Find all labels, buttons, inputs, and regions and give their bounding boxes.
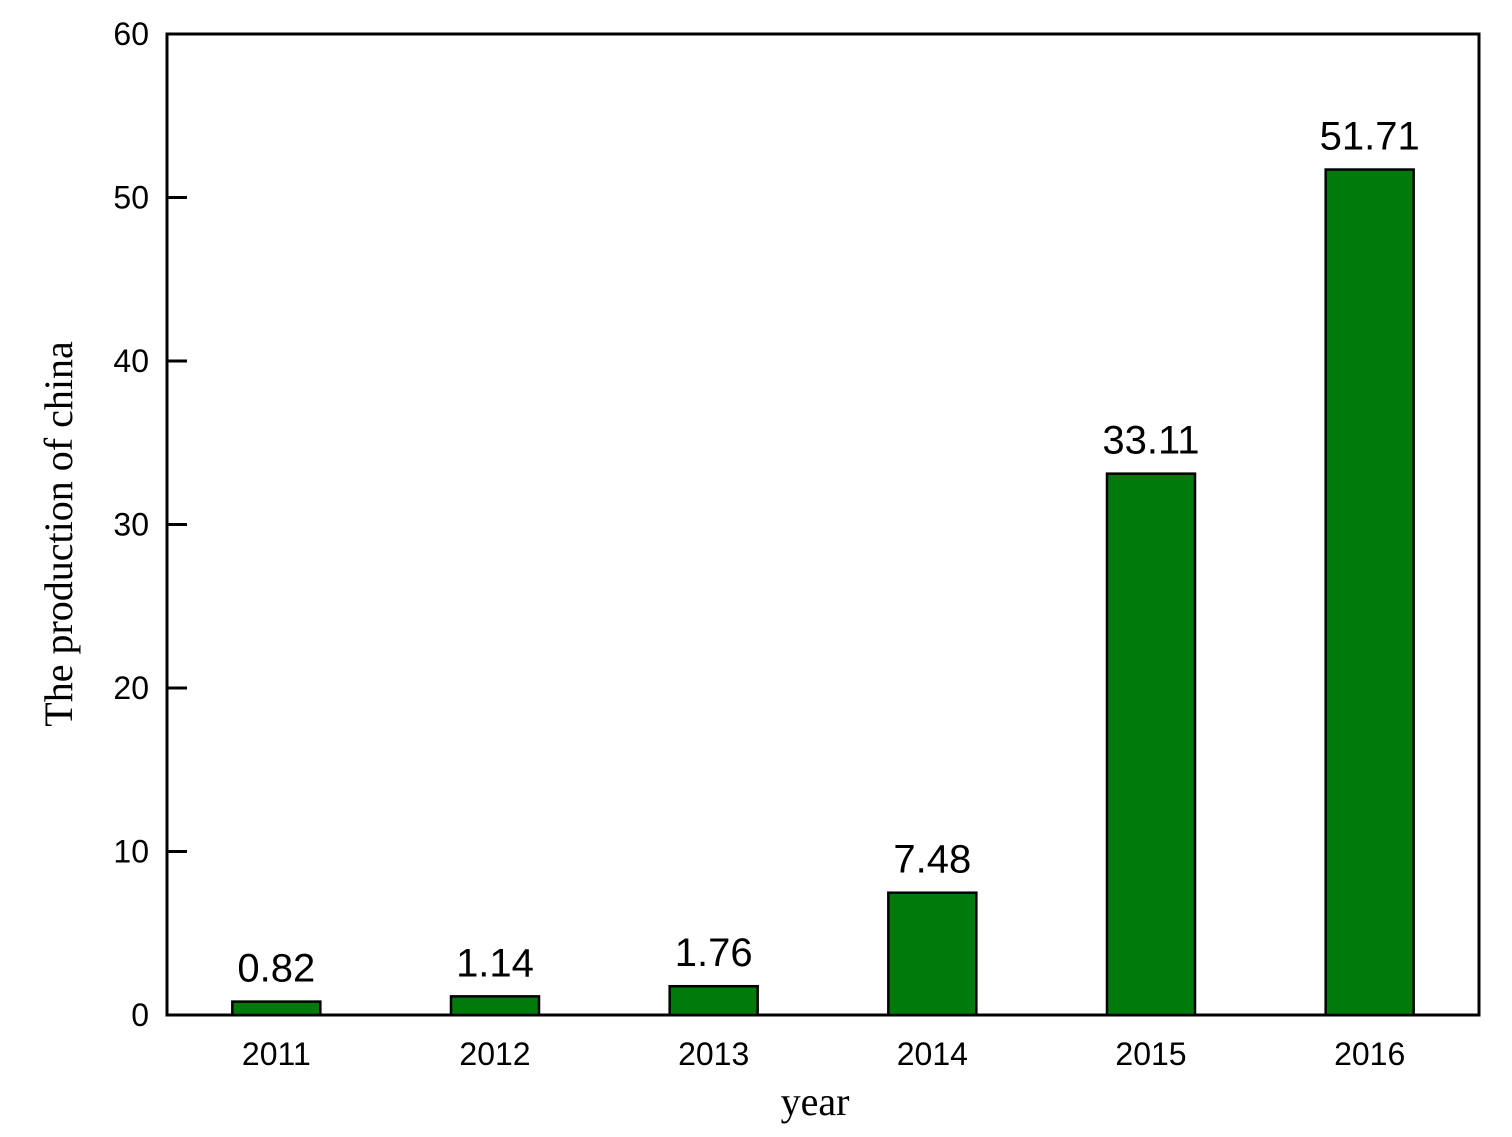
data-label-2014: 7.48	[893, 838, 971, 882]
x-tick-label: 2016	[1334, 1036, 1405, 1072]
y-tick-label: 10	[113, 834, 149, 870]
x-tick-label: 2012	[459, 1036, 530, 1072]
y-axis-ticks: 0 10 20 30 40 50 60	[113, 16, 187, 1033]
x-tick-label: 2011	[242, 1036, 311, 1072]
data-label-2016: 51.71	[1320, 115, 1420, 159]
bar-2016	[1324, 168, 1415, 1017]
x-axis-ticks: 2011 2012 2013 2014 2015 2016	[242, 1036, 1405, 1072]
data-label-2012: 1.14	[456, 941, 534, 985]
y-tick-label: 20	[113, 670, 149, 706]
data-label-2013: 1.76	[675, 931, 753, 975]
bar-2012	[449, 995, 541, 1017]
x-tick-label: 2014	[897, 1036, 968, 1072]
bar-2013	[668, 984, 759, 1017]
x-tick-label: 2013	[678, 1036, 749, 1072]
plot-frame	[165, 32, 1481, 1017]
bar-2015	[1105, 472, 1197, 1017]
bars: 0.82 1.14 1.76 7.48 33.11 51.71	[231, 115, 1420, 1017]
y-tick-label: 60	[113, 16, 149, 52]
y-tick-label: 40	[113, 343, 149, 379]
y-tick-label: 50	[113, 180, 149, 216]
x-tick-label: 2015	[1115, 1036, 1186, 1072]
data-label-2015: 33.11	[1102, 419, 1199, 463]
y-tick-label: 0	[131, 997, 149, 1033]
x-axis-title: year	[781, 1079, 850, 1124]
y-axis-title: The production of china	[36, 341, 81, 727]
bar-2014	[887, 891, 978, 1017]
data-label-2011: 0.82	[237, 947, 315, 991]
bar-2011	[231, 1000, 322, 1017]
y-tick-label: 30	[113, 507, 149, 543]
